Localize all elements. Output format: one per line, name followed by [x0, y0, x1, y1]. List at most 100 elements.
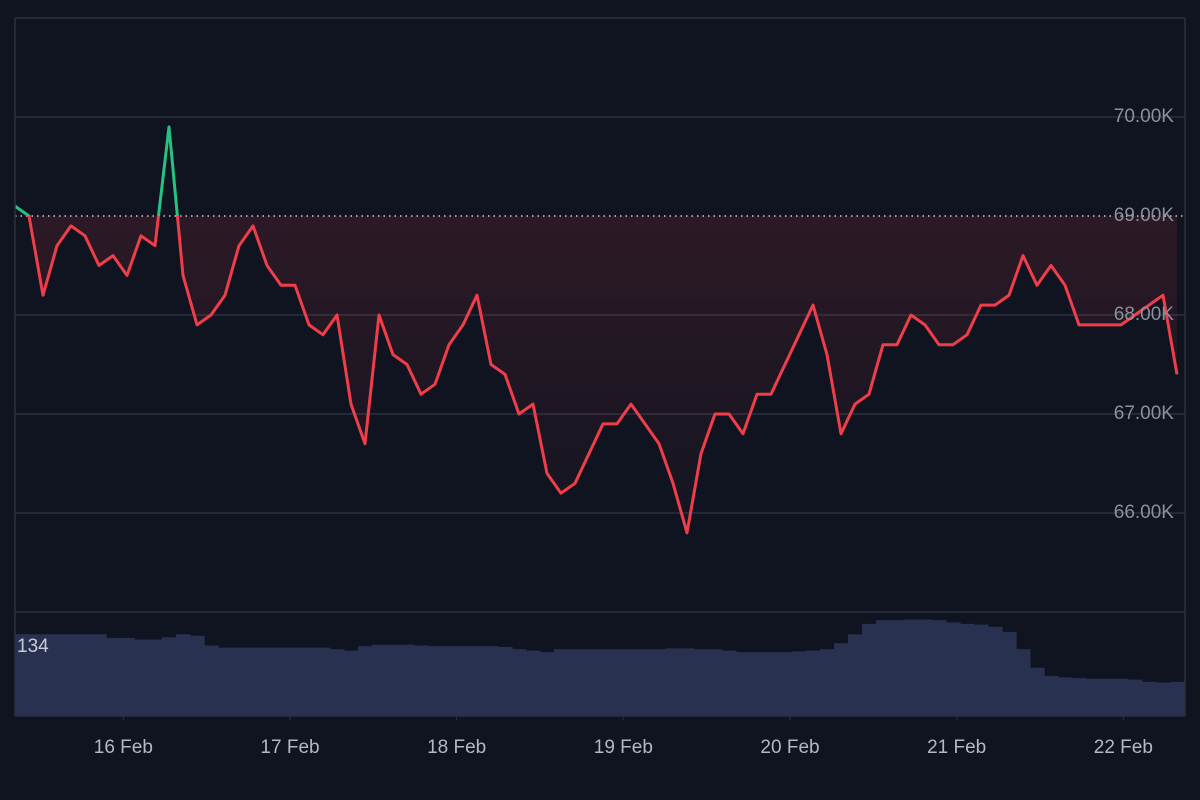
volume-bar — [358, 646, 373, 716]
volume-bar — [988, 626, 1003, 716]
volume-bar — [442, 646, 457, 716]
x-tick-label: 16 Feb — [94, 737, 153, 758]
volume-bar — [218, 647, 233, 716]
volume-bar — [596, 649, 611, 716]
volume-bar — [246, 647, 261, 716]
volume-bar — [848, 634, 863, 716]
volume-bar — [106, 638, 121, 716]
volume-bar — [736, 652, 751, 716]
volume-bar — [260, 647, 275, 716]
labels: 66.00K 67.00K 68.00K 69.00K 70.00K 16 Feb 17 F… — [94, 106, 1175, 758]
volume-bar — [1058, 677, 1073, 716]
volume-bar — [1072, 678, 1087, 716]
y-tick-label: 66.00K — [1114, 502, 1175, 523]
volume-bar — [176, 634, 191, 716]
volume-bar — [974, 624, 989, 716]
volume-bar — [666, 648, 681, 716]
volume-bar — [1170, 681, 1185, 716]
volume-pane — [15, 619, 1185, 716]
volume-bar — [876, 620, 891, 716]
baseline-area — [15, 216, 1177, 533]
volume-bar — [1086, 678, 1101, 716]
volume-bar — [708, 649, 723, 716]
volume-bar — [36, 634, 51, 716]
volume-bar — [554, 649, 569, 716]
y-tick-label: 69.00K — [1114, 205, 1175, 226]
volume-bar — [512, 649, 527, 716]
volume-bar — [1044, 675, 1059, 716]
y-tick-label: 67.00K — [1114, 403, 1175, 424]
volume-bar — [904, 619, 919, 716]
volume-bar — [1156, 682, 1171, 716]
volume-bar — [652, 649, 667, 716]
volume-bar — [694, 649, 709, 716]
volume-bar — [288, 647, 303, 716]
volume-bar — [190, 635, 205, 716]
x-tick-label: 21 Feb — [927, 737, 986, 758]
volume-bar — [92, 634, 107, 716]
volume-bar — [134, 639, 149, 716]
volume-bar — [50, 634, 65, 716]
volume-bar — [750, 652, 765, 716]
volume-bar — [330, 649, 345, 716]
volume-bar — [120, 638, 135, 716]
price-line-down — [26, 216, 1179, 535]
volume-bar — [526, 650, 541, 716]
volume-bar — [78, 634, 93, 716]
volume-bar — [778, 652, 793, 716]
x-tick-label: 20 Feb — [760, 737, 819, 758]
volume-bar — [498, 646, 513, 716]
volume-bar — [806, 650, 821, 716]
volume-bar — [470, 646, 485, 716]
volume-bar — [316, 647, 331, 716]
x-tick-label: 18 Feb — [427, 737, 486, 758]
x-tick-label: 17 Feb — [260, 737, 319, 758]
volume-bar — [204, 645, 219, 716]
volume-bar — [1100, 678, 1115, 716]
volume-bar — [946, 622, 961, 716]
volume-bar — [1030, 667, 1045, 716]
volume-bar — [232, 647, 247, 716]
volume-bar — [722, 650, 737, 716]
volume-bar — [582, 649, 597, 716]
volume-bar — [400, 644, 415, 716]
volume-bar — [638, 649, 653, 716]
volume-bar — [428, 646, 443, 716]
volume-bar — [862, 623, 877, 716]
volume-bar — [1128, 679, 1143, 716]
volume-bar — [890, 620, 905, 716]
volume-bar — [1016, 649, 1031, 716]
volume-bar — [918, 619, 933, 716]
volume-bar — [302, 647, 317, 716]
y-tick-label: 68.00K — [1114, 304, 1175, 325]
x-tick-label: 19 Feb — [594, 737, 653, 758]
volume-bar — [1114, 678, 1129, 716]
volume-bar — [274, 647, 289, 716]
volume-bar — [1002, 632, 1017, 716]
plot — [15, 125, 1185, 535]
volume-bar — [820, 649, 835, 716]
volume-bar — [568, 649, 583, 716]
volume-label: 134 — [17, 636, 49, 657]
volume-bar — [764, 652, 779, 716]
volume-bar — [344, 650, 359, 716]
volume-bar — [624, 649, 639, 716]
volume-bar — [148, 639, 163, 716]
volume-bar — [484, 646, 499, 716]
volume-bar — [162, 637, 177, 716]
volume-bar — [1142, 681, 1157, 716]
volume-bar — [386, 644, 401, 716]
volume-bar — [792, 651, 807, 716]
volume-bar — [64, 634, 79, 716]
volume-bar — [456, 646, 471, 716]
volume-bar — [414, 645, 429, 716]
volume-bar — [372, 644, 387, 716]
volume-bar — [22, 634, 37, 716]
x-tick-label: 22 Feb — [1094, 737, 1153, 758]
volume-bar — [680, 648, 695, 716]
y-tick-label: 70.00K — [1114, 106, 1175, 127]
volume-bar — [932, 620, 947, 716]
volume-bar — [960, 623, 975, 716]
